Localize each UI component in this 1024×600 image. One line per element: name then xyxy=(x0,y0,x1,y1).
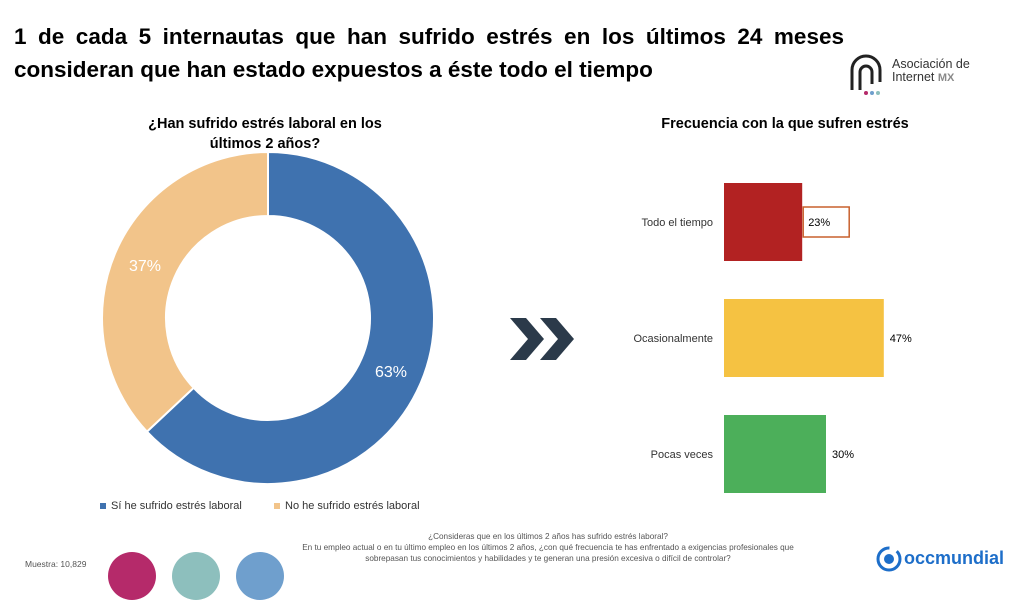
logo-line2: Internet xyxy=(892,70,935,84)
bar-category-label-2: Pocas veces xyxy=(651,449,714,461)
bar-value-label-1: 47% xyxy=(890,333,912,345)
bar-value-label-0: 23% xyxy=(808,217,830,229)
legend-swatch-no xyxy=(274,503,280,509)
highlight-box xyxy=(802,206,850,238)
donut-slice-1 xyxy=(101,150,269,434)
donut-chart-title: ¿Han sufrido estrés laboral en los últim… xyxy=(148,116,382,152)
logo-line1: Asociación de xyxy=(892,57,970,71)
legend-label-si: Sí he sufrido estrés laboral xyxy=(111,500,242,512)
legend-item-si: Sí he sufrido estrés laboral xyxy=(100,500,242,512)
legend-item-no: No he sufrido estrés laboral xyxy=(274,500,420,512)
footer-question-2: En tu empleo actual o en tu último emple… xyxy=(302,543,794,563)
bar-value-label-2: 30% xyxy=(832,449,854,461)
decorative-circle-teal xyxy=(172,552,220,600)
decorative-circle-magenta xyxy=(108,552,156,600)
bar-1 xyxy=(724,299,884,377)
logo-text: Asociación de Internet MX xyxy=(892,58,970,85)
logo-mark-icon xyxy=(850,54,882,95)
occmundial-mark-icon xyxy=(876,546,902,572)
decorative-circle-blue xyxy=(236,552,284,600)
footer-question-1: ¿Consideras que en los últimos 2 años ha… xyxy=(428,532,668,541)
legend-swatch-si xyxy=(100,503,106,509)
bar-chart-title: Frecuencia con la que sufren estrés xyxy=(661,116,909,132)
donut-slice-0 xyxy=(145,150,435,485)
asociacion-internet-mx-logo: Asociación de Internet MX xyxy=(846,52,986,96)
bar-category-label-0: Todo el tiempo xyxy=(641,217,713,229)
donut-chart: 63% 37% xyxy=(101,150,435,485)
footer-questions: ¿Consideras que en los últimos 2 años ha… xyxy=(288,531,808,564)
legend-label-no: No he sufrido estrés laboral xyxy=(285,500,420,512)
donut-label-1: 37% xyxy=(129,258,161,275)
bar-0 xyxy=(724,183,803,261)
sample-size: Muestra: 10,829 xyxy=(25,559,87,569)
bar-category-label-1: Ocasionalmente xyxy=(634,333,714,345)
bar-chart: Todo el tiempo 23% Ocasionalmente 47% Pocas … xyxy=(634,183,912,493)
double-chevron-right-icon xyxy=(510,318,574,360)
occmundial-logo: occmundial xyxy=(876,546,1006,572)
bar-2 xyxy=(724,415,826,493)
occmundial-wordmark: occmundial xyxy=(904,548,1005,568)
logo-line3: MX xyxy=(937,72,955,84)
headline: 1 de cada 5 internautas que han sufrido … xyxy=(14,24,844,82)
donut-label-0: 63% xyxy=(375,364,407,381)
